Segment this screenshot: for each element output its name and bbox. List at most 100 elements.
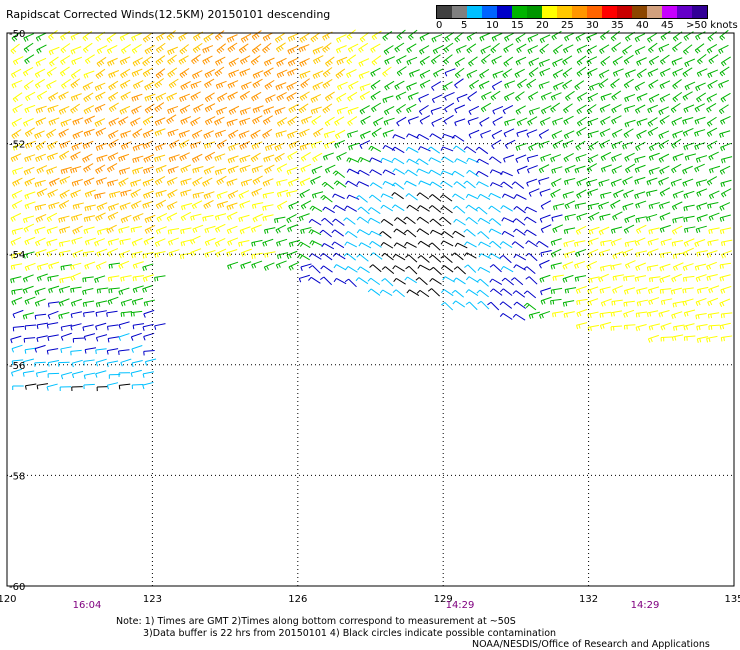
wind-barb bbox=[370, 252, 383, 260]
wind-barb bbox=[24, 262, 36, 271]
wind-barb bbox=[454, 242, 468, 249]
wind-barb bbox=[512, 290, 526, 298]
wind-barb bbox=[564, 200, 576, 210]
wind-barb bbox=[417, 264, 431, 271]
wind-barb bbox=[83, 215, 96, 223]
wind-barb bbox=[335, 68, 346, 79]
wind-barb bbox=[671, 334, 684, 342]
wind-barb bbox=[648, 42, 658, 54]
wind-barb bbox=[647, 126, 659, 137]
wind-barb bbox=[227, 237, 239, 246]
wind-barb bbox=[384, 80, 395, 91]
wind-barb bbox=[523, 266, 536, 275]
wind-barb bbox=[528, 188, 540, 197]
wind-barb bbox=[431, 54, 441, 65]
wind-barb bbox=[610, 178, 622, 187]
pass-time-label: 16:04 bbox=[73, 600, 102, 611]
wind-barb bbox=[142, 251, 154, 259]
wind-barb bbox=[46, 212, 58, 222]
wind-barb bbox=[107, 296, 119, 305]
wind-barb bbox=[144, 81, 155, 91]
wind-barb bbox=[299, 57, 310, 67]
legend-label: 0 bbox=[436, 20, 443, 31]
wind-barb bbox=[180, 202, 193, 211]
wind-barb bbox=[487, 301, 500, 311]
wind-barb bbox=[527, 91, 539, 101]
wind-barb bbox=[131, 68, 143, 78]
wind-barb bbox=[300, 263, 312, 271]
wind-barb bbox=[347, 106, 359, 115]
wind-barb bbox=[444, 32, 455, 42]
wind-barb bbox=[406, 82, 417, 91]
wind-barb bbox=[523, 302, 537, 311]
wind-barb bbox=[10, 237, 22, 246]
wind-barb bbox=[167, 67, 178, 78]
wind-barb bbox=[297, 253, 310, 261]
wind-barb bbox=[130, 200, 142, 210]
wind-barb bbox=[480, 102, 492, 113]
wind-barb bbox=[23, 42, 34, 53]
wind-barb bbox=[347, 130, 359, 139]
wind-barb bbox=[659, 93, 671, 103]
wind-barb bbox=[499, 241, 513, 249]
wind-barb bbox=[216, 106, 227, 116]
wind-barb bbox=[24, 177, 36, 187]
wind-barb bbox=[720, 285, 732, 294]
wind-barb bbox=[696, 202, 708, 211]
wind-barb bbox=[500, 181, 513, 189]
wind-barb bbox=[419, 115, 431, 125]
wind-barb bbox=[132, 166, 144, 175]
wind-barb bbox=[11, 288, 23, 295]
wind-barb bbox=[264, 251, 276, 258]
wind-barb bbox=[167, 128, 179, 137]
wind-barb bbox=[58, 128, 69, 138]
wind-barb bbox=[706, 176, 718, 186]
wind-barb bbox=[525, 276, 538, 285]
wind-barb bbox=[379, 231, 392, 239]
wind-barb bbox=[369, 240, 382, 248]
wind-barb bbox=[274, 152, 285, 163]
wind-barb bbox=[144, 214, 156, 224]
wind-barb bbox=[648, 202, 660, 210]
wind-barb bbox=[154, 154, 166, 163]
wind-barb bbox=[214, 129, 226, 138]
wind-barb bbox=[71, 386, 83, 392]
wind-barb bbox=[611, 128, 623, 138]
wind-barb bbox=[587, 188, 599, 197]
wind-barb bbox=[514, 68, 525, 78]
wind-barb bbox=[476, 181, 489, 188]
wind-barb bbox=[239, 90, 250, 101]
wind-barb bbox=[166, 114, 177, 125]
wind-barb bbox=[454, 118, 466, 127]
wind-barb bbox=[204, 237, 216, 246]
wind-barb bbox=[276, 92, 287, 102]
wind-barb bbox=[264, 143, 276, 152]
wind-barb bbox=[348, 142, 360, 151]
wind-barb bbox=[70, 166, 82, 174]
wind-barb bbox=[419, 45, 430, 55]
wind-barb bbox=[647, 104, 659, 114]
wind-barb bbox=[84, 54, 95, 65]
wind-barb bbox=[35, 237, 46, 247]
wind-barb bbox=[34, 203, 47, 211]
wind-barb bbox=[683, 323, 695, 331]
wind-barb bbox=[11, 344, 23, 353]
wind-barb bbox=[106, 348, 119, 355]
wind-barb bbox=[465, 276, 479, 283]
wind-barb bbox=[287, 130, 298, 139]
wind-barb bbox=[576, 189, 587, 199]
wind-barb bbox=[119, 238, 131, 245]
wind-barb bbox=[46, 322, 59, 329]
wind-barb bbox=[551, 166, 563, 174]
wind-barb bbox=[60, 371, 73, 380]
wind-barb bbox=[489, 156, 502, 164]
wind-barb bbox=[46, 248, 58, 257]
wind-barb bbox=[59, 175, 71, 185]
wind-barb bbox=[477, 231, 490, 240]
wind-barb bbox=[598, 78, 609, 89]
wind-barb bbox=[23, 118, 34, 127]
legend-label: 20 bbox=[536, 20, 549, 31]
wind-barb bbox=[369, 264, 382, 273]
wind-barb bbox=[167, 166, 179, 175]
wind-barb bbox=[191, 54, 201, 65]
